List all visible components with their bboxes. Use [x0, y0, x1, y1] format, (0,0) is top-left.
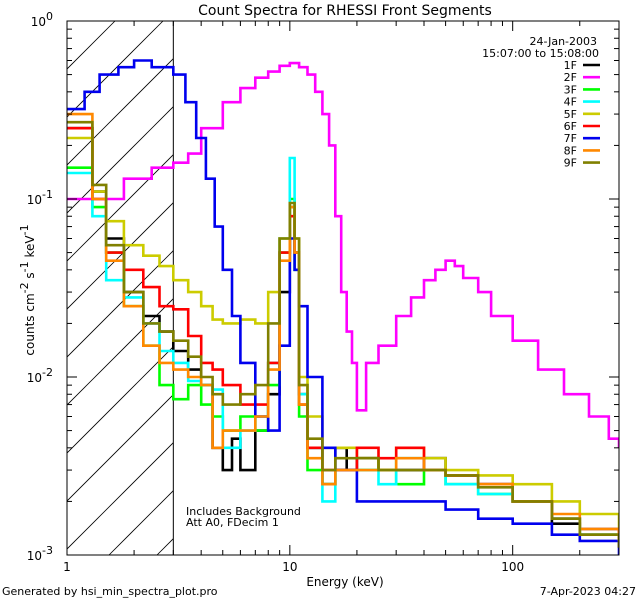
observation-time-range: 15:07:00 to 15:08:00	[482, 47, 599, 60]
y-label-part: keV	[23, 235, 37, 262]
y-axis-label: counts cm-2 s-1 keV-1	[18, 224, 38, 355]
y-tick-exponent: -3	[42, 544, 53, 557]
y-tick-mantissa: 10	[27, 371, 42, 385]
legend-label-4F: 4F	[564, 96, 577, 109]
y-label-part: counts cm	[23, 293, 37, 355]
series-2F-line	[67, 61, 619, 448]
x-axis-label: Energy (keV)	[306, 575, 383, 589]
x-tick-label: 10	[282, 560, 297, 574]
y-tick-label: 100	[31, 10, 53, 30]
y-tick-exponent: -1	[42, 188, 53, 201]
y-label-part: -1	[18, 224, 31, 235]
legend-label-1F: 1F	[564, 59, 577, 72]
series-7F-line	[67, 59, 619, 555]
hatch-line	[67, 106, 174, 214]
footer-generated-by: Generated by hsi_min_spectra_plot.pro	[2, 585, 218, 598]
y-tick-label: 10-3	[27, 544, 53, 564]
y-label-part: -1	[18, 261, 31, 272]
legend-label-7F: 7F	[564, 132, 577, 145]
y-tick-mantissa: 10	[27, 549, 42, 563]
y-label-part: s	[23, 272, 37, 282]
hatch-line	[67, 202, 174, 310]
x-tick-label: 100	[501, 560, 524, 574]
axes	[66, 20, 620, 556]
y-label-part: -2	[18, 282, 31, 293]
legend-label-5F: 5F	[564, 108, 577, 121]
footer-timestamp: 7-Apr-2023 04:27	[540, 585, 636, 598]
plot-frame	[66, 20, 620, 556]
hatch-line	[67, 442, 174, 550]
y-tick-exponent: 0	[46, 10, 53, 23]
legend-label-3F: 3F	[564, 83, 577, 96]
legend-label-8F: 8F	[564, 144, 577, 157]
legend-label-9F: 9F	[564, 157, 577, 170]
y-tick-mantissa: 10	[31, 15, 46, 29]
hatch-line	[67, 394, 174, 502]
legend-label-6F: 6F	[564, 120, 577, 133]
annotation-attenuator: Att A0, FDecim 1	[186, 516, 279, 529]
y-tick-label: 10-2	[27, 366, 53, 386]
series-9F-line	[67, 120, 619, 548]
observation-date: 24-Jan-2003	[530, 35, 598, 48]
chart-title: Count Spectra for RHESSI Front Segments	[198, 3, 492, 19]
y-tick-mantissa: 10	[27, 193, 42, 207]
y-tick-exponent: -2	[42, 366, 53, 379]
annotation-background: Includes Background	[186, 505, 301, 518]
x-tick-label: 1	[63, 560, 71, 574]
legend-label-2F: 2F	[564, 71, 577, 84]
hatch-line	[67, 58, 174, 166]
hatch-line	[67, 250, 174, 358]
y-tick-label: 10-1	[27, 188, 53, 208]
series-lines	[67, 59, 619, 555]
